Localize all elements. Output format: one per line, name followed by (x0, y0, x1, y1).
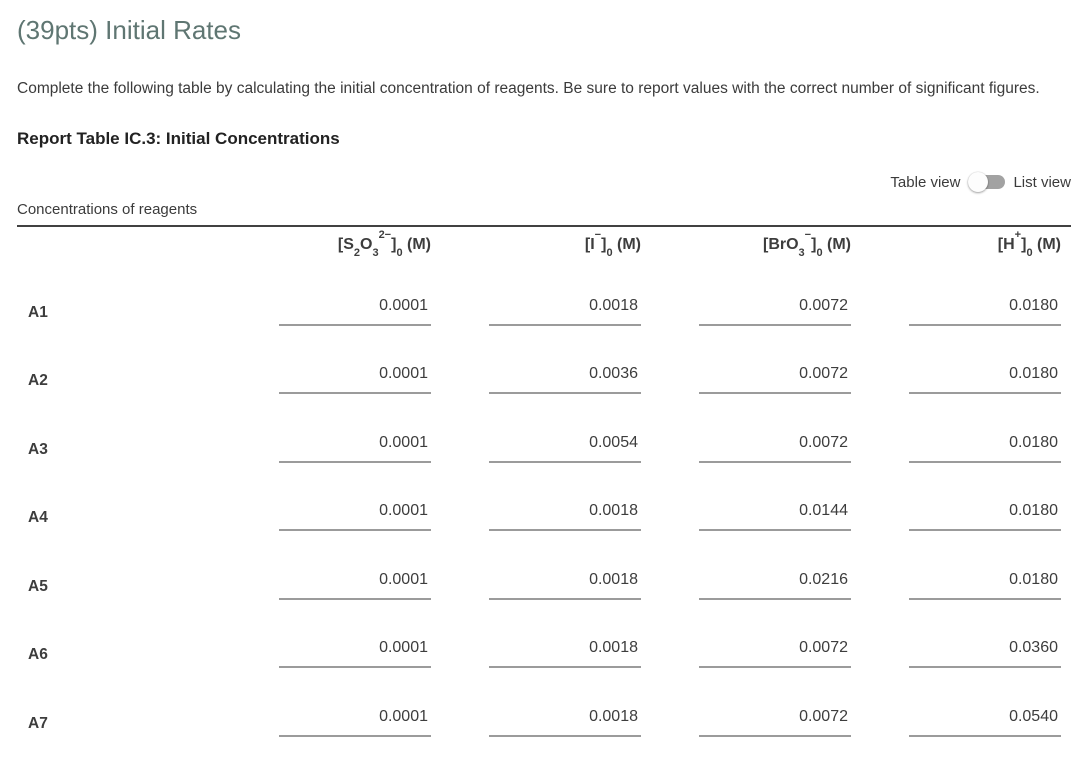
input-s2o3[interactable] (279, 637, 431, 668)
table-row-a3: A3 (17, 394, 1061, 463)
input-h[interactable] (909, 363, 1061, 394)
column-header-s2o3: [S2O32−]0 (M) (337, 228, 431, 260)
table-row-a7: A7 (17, 668, 1061, 737)
concentrations-table-container: [S2O32−]0 (M) [I−]0 (M) [BrO3−]0 (M) [H+… (17, 225, 1071, 737)
toggle-thumb (968, 172, 989, 192)
input-iodide[interactable] (489, 431, 641, 463)
input-s2o3[interactable] (279, 568, 431, 600)
page-title: (39pts) Initial Rates (17, 15, 241, 45)
empty-header-cell (17, 227, 221, 257)
input-iodide[interactable] (489, 500, 641, 531)
table-row-a5: A5 (17, 531, 1061, 600)
row-label: A1 (28, 303, 48, 321)
input-h[interactable] (909, 294, 1061, 326)
input-bro3[interactable] (699, 431, 851, 463)
row-label: A3 (28, 440, 48, 458)
view-toggle-row: Table view List view (17, 170, 1071, 194)
input-h[interactable] (909, 705, 1061, 737)
table-caption: Concentrations of reagents (17, 201, 198, 218)
input-s2o3[interactable] (279, 294, 431, 326)
view-toggle-switch[interactable] (968, 172, 1006, 192)
input-h[interactable] (909, 568, 1061, 600)
input-h[interactable] (909, 431, 1061, 463)
input-bro3[interactable] (699, 568, 851, 600)
input-bro3[interactable] (699, 294, 851, 326)
input-s2o3[interactable] (279, 705, 431, 737)
table-row-a2: A2 (17, 326, 1061, 394)
input-bro3[interactable] (699, 637, 851, 668)
column-header-h: [H+]0 (M) (997, 228, 1061, 260)
input-s2o3[interactable] (279, 431, 431, 463)
table-view-label: Table view (890, 173, 961, 191)
column-header-bro3: [BrO3−]0 (M) (762, 228, 851, 260)
input-bro3[interactable] (699, 363, 851, 394)
input-s2o3[interactable] (279, 363, 431, 394)
table-row-a4: A4 (17, 463, 1061, 531)
input-iodide[interactable] (489, 294, 641, 326)
table-row-a6: A6 (17, 600, 1061, 668)
column-header-iodide: [I−]0 (M) (584, 228, 641, 260)
concentrations-table: [S2O32−]0 (M) [I−]0 (M) [BrO3−]0 (M) [H+… (17, 227, 1061, 737)
input-iodide[interactable] (489, 568, 641, 600)
row-label: A2 (28, 372, 48, 389)
list-view-label: List view (1013, 173, 1071, 191)
report-table-heading: Report Table IC.3: Initial Concentration… (17, 129, 340, 148)
instructions-text: Complete the following table by calculat… (17, 80, 1040, 97)
input-bro3[interactable] (699, 705, 851, 737)
input-iodide[interactable] (489, 637, 641, 668)
input-h[interactable] (909, 637, 1061, 668)
input-h[interactable] (909, 500, 1061, 531)
row-label: A5 (28, 577, 48, 595)
row-label: A6 (28, 646, 48, 663)
report-page: (39pts) Initial Rates Complete the follo… (17, 15, 1071, 737)
input-s2o3[interactable] (279, 500, 431, 531)
row-label: A4 (28, 509, 48, 526)
input-iodide[interactable] (489, 363, 641, 394)
input-iodide[interactable] (489, 705, 641, 737)
table-header-row: [S2O32−]0 (M) [I−]0 (M) [BrO3−]0 (M) [H+… (17, 227, 1061, 260)
input-bro3[interactable] (699, 500, 851, 531)
row-label: A7 (28, 714, 48, 732)
table-row-a1: A1 (17, 257, 1061, 326)
